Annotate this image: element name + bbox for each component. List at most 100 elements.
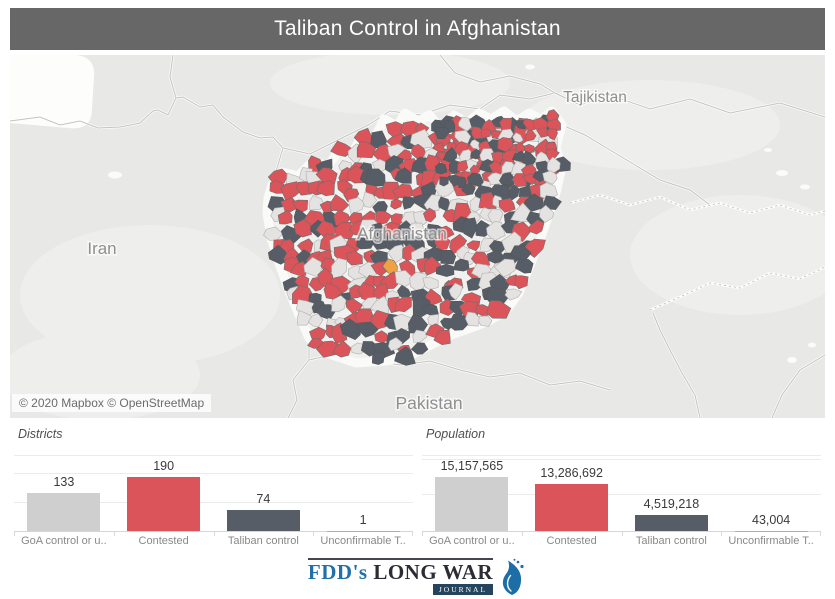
district-cell[interactable] xyxy=(280,181,302,202)
district-cell[interactable] xyxy=(316,180,335,197)
district-cell[interactable] xyxy=(539,204,555,223)
lwj-logo[interactable]: FDD's LONG WAR JOURNAL xyxy=(307,558,527,596)
district-cell[interactable] xyxy=(362,191,378,208)
map-attribution[interactable]: © 2020 Mapbox © OpenStreetMap xyxy=(12,394,212,412)
chart-title: Population xyxy=(426,427,486,441)
district-cell[interactable] xyxy=(514,275,529,290)
district-cell[interactable] xyxy=(408,222,424,234)
district-cell[interactable] xyxy=(371,351,386,365)
district-cell[interactable] xyxy=(498,198,516,213)
district-cell[interactable] xyxy=(478,315,493,327)
district-cell[interactable] xyxy=(303,257,323,278)
bar-category-label: GoA control or u.. xyxy=(429,535,515,547)
district-cell[interactable] xyxy=(521,150,537,167)
district-cell[interactable] xyxy=(521,193,544,212)
district-cell[interactable] xyxy=(388,337,403,352)
bar[interactable] xyxy=(435,476,509,531)
bar-value-label: 133 xyxy=(53,475,75,490)
district-cell[interactable] xyxy=(466,240,481,252)
district-cell[interactable] xyxy=(293,219,312,238)
district-cell[interactable] xyxy=(331,295,347,313)
district-cell[interactable] xyxy=(346,250,363,266)
district-cell[interactable] xyxy=(371,222,385,236)
district-cell[interactable] xyxy=(475,220,490,237)
district-cell[interactable] xyxy=(370,295,390,316)
district-cell[interactable] xyxy=(466,172,484,187)
bar-category-label: Taliban control xyxy=(227,535,299,547)
district-cell[interactable] xyxy=(458,116,473,132)
district-cell[interactable] xyxy=(412,329,428,343)
district-cell[interactable] xyxy=(457,160,469,172)
district-cell[interactable] xyxy=(315,340,339,358)
country-label-tajikistan: Tajikistan xyxy=(563,89,627,106)
bar[interactable] xyxy=(127,477,201,531)
district-cell[interactable] xyxy=(402,196,417,210)
page-title: Taliban Control in Afghanistan xyxy=(274,17,561,40)
district-cell[interactable] xyxy=(480,128,492,139)
axis-tick xyxy=(422,531,423,536)
district-cell[interactable] xyxy=(422,276,439,290)
district-cell[interactable] xyxy=(514,259,534,274)
district-cell[interactable] xyxy=(486,300,512,319)
district-cell[interactable] xyxy=(448,282,463,301)
district-cell[interactable] xyxy=(356,236,375,250)
bar-category-label: Taliban control xyxy=(635,535,707,547)
district-cell[interactable] xyxy=(498,173,515,186)
district-cell[interactable] xyxy=(440,250,457,265)
bar-value-label: 43,004 xyxy=(752,512,791,527)
district-cell[interactable] xyxy=(356,140,377,159)
district-cell[interactable] xyxy=(470,148,482,160)
district-cell[interactable] xyxy=(434,162,448,175)
district-cell[interactable] xyxy=(435,263,455,277)
district-cell[interactable] xyxy=(394,167,412,184)
district-cell[interactable] xyxy=(546,118,561,132)
district-cell[interactable] xyxy=(390,198,403,210)
district-cell[interactable] xyxy=(433,329,451,346)
bar-column: 74 xyxy=(214,456,314,531)
bar[interactable] xyxy=(27,493,101,531)
district-cell[interactable] xyxy=(423,207,437,223)
gridline xyxy=(422,458,821,460)
district-cell[interactable] xyxy=(469,139,480,149)
district-cell[interactable] xyxy=(546,128,558,141)
chart-title: Districts xyxy=(18,427,63,441)
district-cell[interactable] xyxy=(512,132,524,143)
district-cell[interactable] xyxy=(387,244,406,264)
district-cell[interactable] xyxy=(308,195,325,211)
bar[interactable] xyxy=(535,483,609,531)
district-cell[interactable] xyxy=(422,303,439,317)
district-cell[interactable] xyxy=(447,313,472,331)
district-cell[interactable] xyxy=(431,141,445,153)
district-cell[interactable] xyxy=(536,127,551,138)
bar[interactable] xyxy=(634,514,708,531)
population-xlabels: GoA control or u.. Contested Taliban contr… xyxy=(422,535,821,547)
district-cell[interactable] xyxy=(542,170,558,185)
district-cell[interactable] xyxy=(277,209,293,225)
district-cell[interactable] xyxy=(357,321,379,338)
district-cell[interactable] xyxy=(447,174,461,187)
district-cell[interactable] xyxy=(394,346,416,366)
district-cell[interactable] xyxy=(394,296,412,313)
axis-tick xyxy=(313,531,315,536)
district-cell[interactable] xyxy=(350,342,364,355)
gridline xyxy=(422,494,821,496)
district-cell[interactable] xyxy=(382,258,398,276)
map-svg[interactable]: Tajikistan Iran Afghanistan Pakistan xyxy=(10,55,825,418)
charts-row: Districts 133 190 74 1 GoA control or u.. Co… xyxy=(14,427,822,547)
district-cell[interactable] xyxy=(461,182,476,196)
title-bar: Taliban Control in Afghanistan xyxy=(10,8,825,50)
bar[interactable] xyxy=(226,510,300,531)
district-cell[interactable] xyxy=(460,217,478,239)
logo-longwar: LONG WAR xyxy=(373,560,494,584)
district-cell[interactable] xyxy=(457,176,467,189)
district-cell[interactable] xyxy=(504,288,523,301)
district-cell[interactable] xyxy=(524,129,537,142)
afghanistan-map[interactable]: Tajikistan Iran Afghanistan Pakistan © 2020… xyxy=(10,55,825,418)
district-cell[interactable] xyxy=(315,167,338,185)
district-cell[interactable] xyxy=(348,197,365,216)
district-cell[interactable] xyxy=(528,219,545,235)
district-cell[interactable] xyxy=(434,127,451,140)
district-cell[interactable] xyxy=(410,342,429,355)
district-cell[interactable] xyxy=(307,313,324,328)
